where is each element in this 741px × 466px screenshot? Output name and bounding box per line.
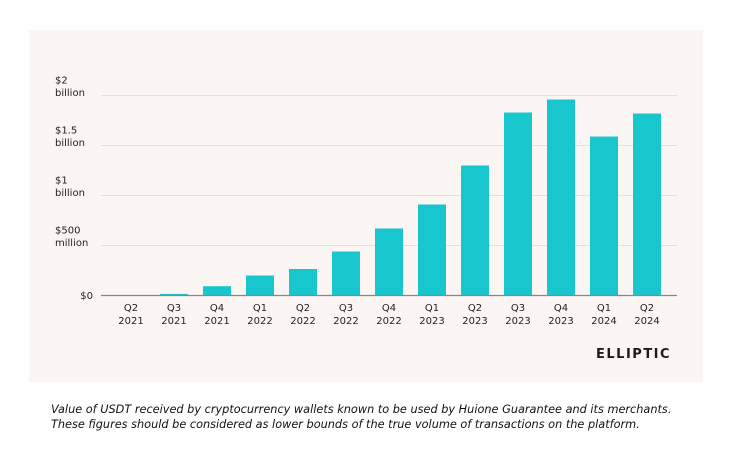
bar-q2-2023 bbox=[461, 165, 489, 296]
bar-q3-2022 bbox=[332, 251, 360, 296]
x-tick-label: Q3 2022 bbox=[333, 303, 358, 327]
elliptic-logo: ELLIPTIC bbox=[596, 347, 672, 362]
bar-q2-2022 bbox=[289, 269, 317, 296]
figure-caption: Value of USDT received by cryptocurrency… bbox=[51, 403, 672, 431]
bar-q3-2023 bbox=[504, 112, 532, 296]
x-axis-labels: Q2 2021 Q3 2021 Q4 2021 Q1 2022 Q2 2022 Q3 2022 Q4 20… bbox=[118, 303, 659, 327]
bar-q1-2024 bbox=[590, 136, 618, 296]
y-tick-label: $1 billion bbox=[55, 176, 85, 200]
y-tick-label: $2 billion bbox=[55, 76, 85, 100]
y-tick-label: $500 million bbox=[55, 226, 88, 250]
x-tick-label: Q1 2024 bbox=[591, 303, 616, 327]
x-tick-label: Q2 2022 bbox=[290, 303, 315, 327]
x-tick-label: Q4 2021 bbox=[204, 303, 229, 327]
bar-q4-2021 bbox=[203, 286, 231, 296]
x-tick-label: Q2 2021 bbox=[118, 303, 143, 327]
bar-q1-2023 bbox=[418, 204, 446, 296]
bars bbox=[160, 99, 661, 296]
y-axis-labels: $0 $500 million $1 billion $1.5 billion $2 billi… bbox=[55, 76, 93, 303]
x-tick-label: Q3 2021 bbox=[161, 303, 186, 327]
x-tick-label: Q1 2022 bbox=[247, 303, 272, 327]
bar-q4-2023 bbox=[547, 99, 575, 296]
x-tick-label: Q1 2023 bbox=[419, 303, 444, 327]
x-tick-label: Q2 2024 bbox=[634, 303, 659, 327]
gridlines bbox=[101, 95, 677, 246]
bar-q4-2022 bbox=[375, 228, 403, 296]
x-tick-label: Q4 2023 bbox=[548, 303, 573, 327]
bar-q3-2021 bbox=[160, 293, 188, 296]
x-tick-label: Q3 2023 bbox=[505, 303, 530, 327]
bar-q1-2022 bbox=[246, 275, 274, 296]
y-tick-label: $1.5 billion bbox=[55, 126, 85, 150]
x-tick-label: Q4 2022 bbox=[376, 303, 401, 327]
x-tick-label: Q2 2023 bbox=[462, 303, 487, 327]
y-tick-label: $0 bbox=[80, 291, 93, 302]
bar-q2-2024 bbox=[633, 113, 661, 296]
